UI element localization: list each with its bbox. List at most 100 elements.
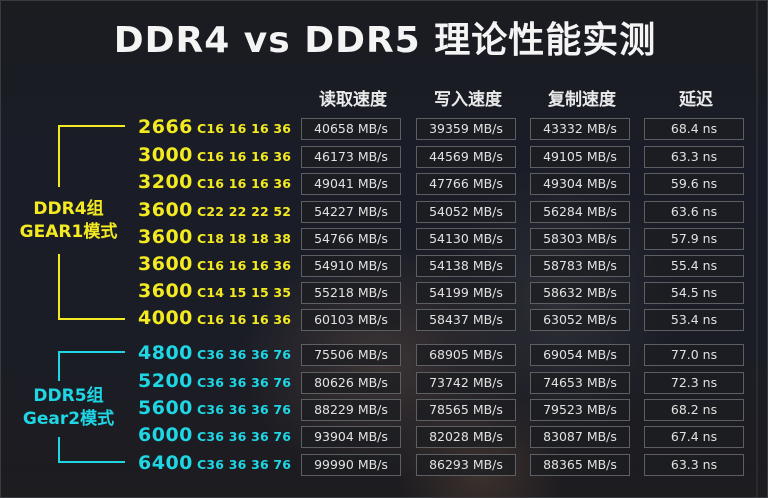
speed-label: 3000 bbox=[138, 144, 193, 166]
speed-label: 2666 bbox=[138, 116, 193, 138]
timing-label: C16 16 16 36 bbox=[197, 312, 292, 327]
timing-label: C36 36 36 76 bbox=[197, 347, 292, 362]
speed-label: 5200 bbox=[138, 370, 193, 392]
col-header-read: 读取速度 bbox=[319, 90, 387, 110]
speed-label: 4000 bbox=[138, 307, 193, 329]
timing-label: C18 18 18 38 bbox=[197, 231, 292, 246]
col-header-copy: 复制速度 bbox=[548, 90, 616, 110]
write-speed-cell: 44569 MB/s bbox=[416, 146, 516, 168]
timing-label: C16 16 16 36 bbox=[197, 121, 292, 136]
table-row-ddr4-3000: 3000 C16 16 16 36 46173 MB/s 44569 MB/s … bbox=[1, 144, 767, 170]
write-speed-cell: 54130 MB/s bbox=[416, 228, 516, 250]
ddr4-group-label-line2: GEAR1模式 bbox=[19, 222, 118, 242]
timing-label: C16 16 16 36 bbox=[197, 258, 292, 273]
write-speed-cell: 54052 MB/s bbox=[416, 201, 516, 223]
table-row-ddr5-5600: 5600 C36 36 36 76 88229 MB/s 78565 MB/s … bbox=[1, 397, 767, 423]
timing-label: C16 16 16 36 bbox=[197, 176, 292, 191]
latency-cell: 54.5 ns bbox=[644, 282, 744, 304]
write-speed-cell: 86293 MB/s bbox=[416, 454, 516, 476]
latency-cell: 72.3 ns bbox=[644, 372, 744, 394]
ddr4-group-label: DDR4组 GEAR1模式 bbox=[1, 198, 136, 244]
copy-speed-cell: 56284 MB/s bbox=[530, 201, 630, 223]
speed-label: 3200 bbox=[138, 171, 193, 193]
read-speed-cell: 99990 MB/s bbox=[301, 454, 401, 476]
timing-label: C14 15 15 35 bbox=[197, 285, 292, 300]
ddr5-bracket-top bbox=[58, 351, 125, 353]
read-speed-cell: 88229 MB/s bbox=[301, 399, 401, 421]
ddr5-bracket-lower-vertical bbox=[58, 437, 60, 463]
write-speed-cell: 58437 MB/s bbox=[416, 309, 516, 331]
table-row-ddr4-3600-c18: 3600 C18 18 18 38 54766 MB/s 54130 MB/s … bbox=[1, 226, 767, 252]
right-edge-divider bbox=[756, 1, 758, 497]
table-row-ddr4-3200: 3200 C16 16 16 36 49041 MB/s 47766 MB/s … bbox=[1, 171, 767, 197]
latency-cell: 63.3 ns bbox=[644, 146, 744, 168]
timing-label: C36 36 36 76 bbox=[197, 457, 292, 472]
ddr5-group-label: DDR5组 Gear2模式 bbox=[1, 385, 136, 431]
copy-speed-cell: 43332 MB/s bbox=[530, 118, 630, 140]
col-header-write: 写入速度 bbox=[434, 90, 502, 110]
write-speed-cell: 54199 MB/s bbox=[416, 282, 516, 304]
table-row-ddr5-4800: 4800 C36 36 36 76 75506 MB/s 68905 MB/s … bbox=[1, 342, 767, 368]
speed-label: 3600 bbox=[138, 226, 193, 248]
copy-speed-cell: 69054 MB/s bbox=[530, 344, 630, 366]
latency-cell: 63.3 ns bbox=[644, 454, 744, 476]
ddr4-bracket-lower-vertical bbox=[58, 254, 60, 320]
ddr5-bracket-bottom bbox=[58, 461, 125, 463]
copy-speed-cell: 58303 MB/s bbox=[530, 228, 630, 250]
timing-label: C22 22 22 52 bbox=[197, 204, 292, 219]
read-speed-cell: 54227 MB/s bbox=[301, 201, 401, 223]
latency-cell: 53.4 ns bbox=[644, 309, 744, 331]
ddr4-bracket-upper-vertical bbox=[58, 125, 60, 187]
write-speed-cell: 73742 MB/s bbox=[416, 372, 516, 394]
speed-label: 3600 bbox=[138, 280, 193, 302]
copy-speed-cell: 79523 MB/s bbox=[530, 399, 630, 421]
speed-label: 4800 bbox=[138, 342, 193, 364]
read-speed-cell: 49041 MB/s bbox=[301, 173, 401, 195]
copy-speed-cell: 74653 MB/s bbox=[530, 372, 630, 394]
latency-cell: 63.6 ns bbox=[644, 201, 744, 223]
latency-cell: 55.4 ns bbox=[644, 255, 744, 277]
speed-label: 6400 bbox=[138, 452, 193, 474]
read-speed-cell: 75506 MB/s bbox=[301, 344, 401, 366]
speed-label: 6000 bbox=[138, 424, 193, 446]
speed-label: 5600 bbox=[138, 397, 193, 419]
ddr5-bracket-upper-vertical bbox=[58, 351, 60, 381]
table-row-ddr4-2666: 2666 C16 16 16 36 40658 MB/s 39359 MB/s … bbox=[1, 116, 767, 142]
timing-label: C36 36 36 76 bbox=[197, 402, 292, 417]
latency-cell: 59.6 ns bbox=[644, 173, 744, 195]
speed-label: 3600 bbox=[138, 199, 193, 221]
ddr4-bracket-bottom bbox=[58, 318, 125, 320]
write-speed-cell: 47766 MB/s bbox=[416, 173, 516, 195]
ddr5-group-label-line2: Gear2模式 bbox=[22, 409, 115, 429]
read-speed-cell: 60103 MB/s bbox=[301, 309, 401, 331]
speed-label: 3600 bbox=[138, 253, 193, 275]
copy-speed-cell: 49304 MB/s bbox=[530, 173, 630, 195]
read-speed-cell: 80626 MB/s bbox=[301, 372, 401, 394]
timing-label: C36 36 36 76 bbox=[197, 429, 292, 444]
table-row-ddr5-6000: 6000 C36 36 36 76 93904 MB/s 82028 MB/s … bbox=[1, 424, 767, 450]
latency-cell: 67.4 ns bbox=[644, 426, 744, 448]
ddr5-group-label-line1: DDR5组 bbox=[33, 386, 104, 406]
copy-speed-cell: 58632 MB/s bbox=[530, 282, 630, 304]
write-speed-cell: 78565 MB/s bbox=[416, 399, 516, 421]
copy-speed-cell: 88365 MB/s bbox=[530, 454, 630, 476]
copy-speed-cell: 58783 MB/s bbox=[530, 255, 630, 277]
ddr4-group-label-line1: DDR4组 bbox=[33, 199, 104, 219]
ddr4-bracket-top bbox=[58, 125, 125, 127]
write-speed-cell: 68905 MB/s bbox=[416, 344, 516, 366]
col-header-latency: 延迟 bbox=[679, 90, 713, 110]
read-speed-cell: 40658 MB/s bbox=[301, 118, 401, 140]
table-row-ddr4-4000: 4000 C16 16 16 36 60103 MB/s 58437 MB/s … bbox=[1, 307, 767, 333]
latency-cell: 77.0 ns bbox=[644, 344, 744, 366]
latency-cell: 57.9 ns bbox=[644, 228, 744, 250]
latency-cell: 68.2 ns bbox=[644, 399, 744, 421]
timing-label: C16 16 16 36 bbox=[197, 149, 292, 164]
table-row-ddr5-6400: 6400 C36 36 36 76 99990 MB/s 86293 MB/s … bbox=[1, 452, 767, 478]
copy-speed-cell: 83087 MB/s bbox=[530, 426, 630, 448]
write-speed-cell: 54138 MB/s bbox=[416, 255, 516, 277]
read-speed-cell: 54766 MB/s bbox=[301, 228, 401, 250]
timing-label: C36 36 36 76 bbox=[197, 375, 292, 390]
read-speed-cell: 46173 MB/s bbox=[301, 146, 401, 168]
copy-speed-cell: 63052 MB/s bbox=[530, 309, 630, 331]
